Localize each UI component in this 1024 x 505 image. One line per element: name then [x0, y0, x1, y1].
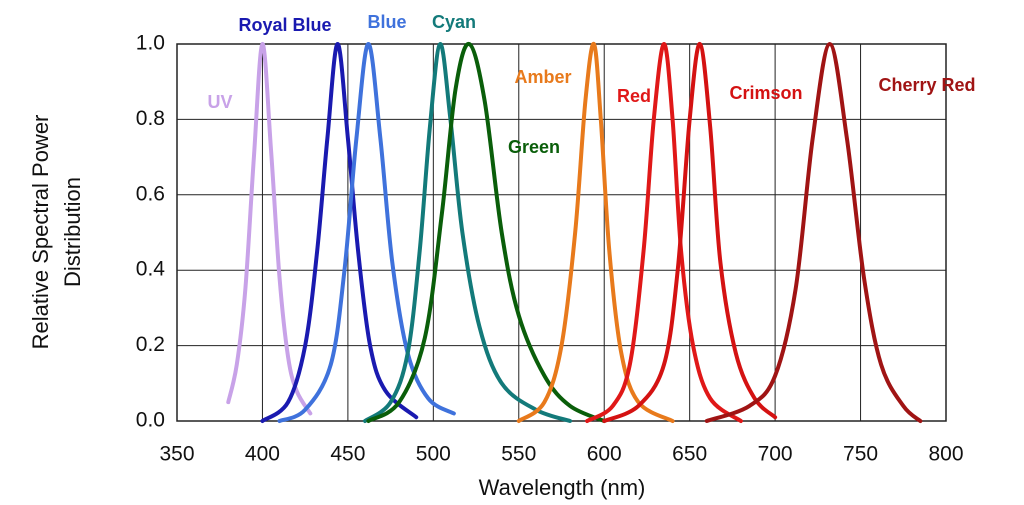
y-axis-label: Distribution	[60, 177, 85, 287]
series-line	[585, 42, 743, 423]
series-line	[260, 42, 419, 423]
y-tick-label: 1.0	[136, 32, 165, 55]
x-tick-label: 750	[843, 443, 878, 466]
series-line	[277, 42, 456, 423]
x-tick-label: 800	[928, 443, 963, 466]
series-label: Amber	[514, 67, 571, 87]
x-tick-label: 500	[416, 443, 451, 466]
series-line	[602, 41, 778, 423]
y-tick-label: 0.8	[136, 107, 165, 130]
y-tick-label: 0.0	[136, 409, 165, 432]
series-label: Green	[508, 137, 560, 157]
x-tick-label: 700	[758, 443, 793, 466]
series-label: UV	[207, 92, 232, 112]
series-label: Royal Blue	[238, 15, 331, 35]
series-line	[366, 42, 607, 423]
y-axis-label: Relative Spectral Power	[28, 115, 53, 350]
x-tick-label: 650	[672, 443, 707, 466]
series-label: Cyan	[432, 12, 476, 32]
x-axis-label: Wavelength (nm)	[479, 475, 646, 500]
series-label: Cherry Red	[878, 75, 975, 95]
x-tick-label: 400	[245, 443, 280, 466]
series-label: Red	[617, 86, 651, 106]
series-line	[362, 41, 573, 423]
x-tick-label: 600	[587, 443, 622, 466]
y-tick-label: 0.2	[136, 333, 165, 356]
series-label: Blue	[367, 12, 406, 32]
series-line	[226, 41, 313, 416]
x-tick-label: 450	[330, 443, 365, 466]
plot-frame	[176, 43, 947, 422]
series-label: Crimson	[729, 83, 802, 103]
y-tick-label: 0.4	[136, 258, 166, 281]
x-tick-label: 550	[501, 443, 536, 466]
series-line	[704, 42, 923, 423]
x-tick-label: 350	[159, 443, 194, 466]
y-tick-label: 0.6	[136, 182, 165, 205]
series-line	[516, 41, 675, 423]
